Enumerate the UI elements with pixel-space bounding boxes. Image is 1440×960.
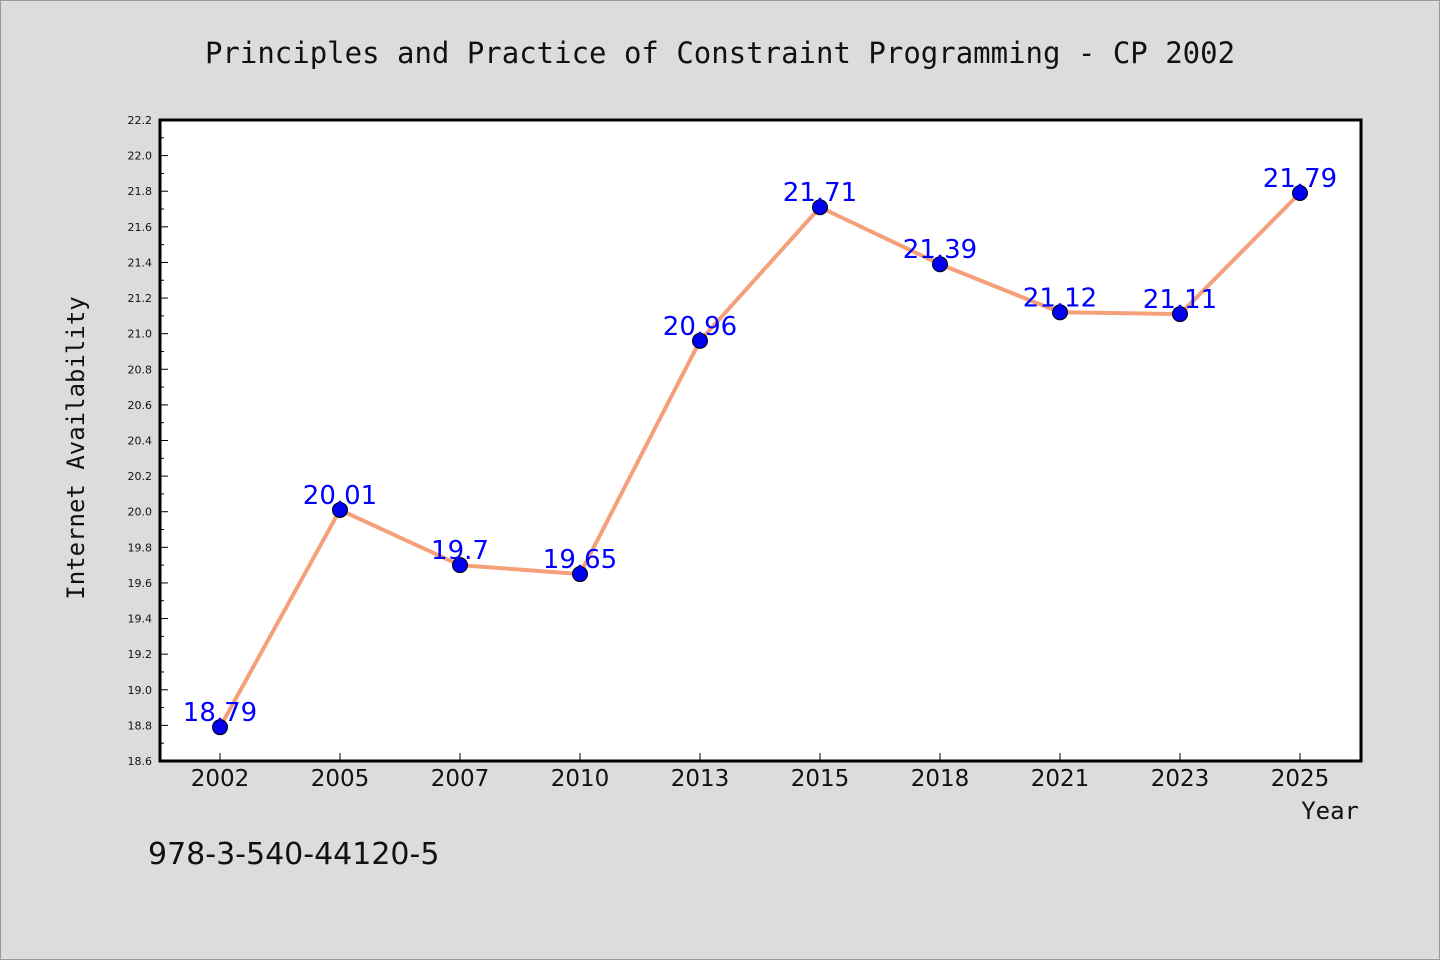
- x-tick-label: 2013: [671, 766, 730, 792]
- y-tick-label: 20.6: [128, 399, 153, 412]
- y-tick-label: 21.0: [128, 328, 153, 341]
- chart-title: Principles and Practice of Constraint Pr…: [205, 36, 1235, 70]
- data-point-marker: [452, 557, 468, 574]
- x-tick-label: 2021: [1031, 766, 1090, 792]
- y-tick-label: 20.8: [128, 363, 153, 376]
- data-point-label: 18.79: [183, 698, 257, 728]
- data-point-label: 19.7: [431, 536, 489, 566]
- data-point-label: 21.71: [783, 178, 857, 208]
- y-tick-label: 19.0: [128, 684, 153, 697]
- plot-area: [158, 118, 1363, 763]
- x-tick-label: 2007: [431, 766, 490, 792]
- x-tick-label: 2010: [551, 766, 610, 792]
- y-tick-label: 20.0: [128, 506, 153, 519]
- data-point-marker: [812, 199, 828, 216]
- data-point-label: 20.96: [663, 312, 737, 342]
- data-point-marker: [332, 501, 348, 518]
- x-tick-label: 2005: [311, 766, 370, 792]
- x-tick-label: 2002: [191, 766, 250, 792]
- y-tick-label: 21.4: [128, 256, 153, 269]
- y-tick-label: 19.8: [128, 541, 153, 554]
- y-tick-label: 22.0: [128, 150, 153, 163]
- data-point-marker: [1172, 306, 1188, 323]
- data-point-label: 21.11: [1143, 285, 1217, 315]
- data-point-marker: [1292, 185, 1308, 202]
- x-tick-label: 2025: [1271, 766, 1330, 792]
- data-point-marker: [932, 256, 948, 273]
- data-point-marker: [1052, 304, 1068, 321]
- x-axis: 2002 2005 2007 2010 2013 2015 2018 2021 2023 2025: [191, 753, 1330, 792]
- series-line-group: 18.79 20.01 19.7 19.65 20.96 21.71 21.39 21.12 2…: [183, 164, 1337, 736]
- data-point-label: 21.39: [903, 235, 977, 265]
- y-tick-label: 20.4: [128, 435, 153, 448]
- x-tick-label: 2015: [791, 766, 850, 792]
- isbn-code: 978-3-540-44120-5: [148, 837, 439, 872]
- y-axis: 18.6 18.8 19.0 19.2 19.4 19.6 19.8 20.0 20.2 20.4…: [128, 114, 168, 768]
- y-tick-label: 21.6: [128, 221, 153, 234]
- y-tick-label: 21.8: [128, 185, 153, 198]
- x-tick-label: 2018: [911, 766, 970, 792]
- data-point-marker: [212, 719, 228, 736]
- y-tick-label: 21.2: [128, 292, 153, 305]
- y-tick-label: 22.2: [128, 114, 153, 127]
- data-point-label: 19.65: [543, 545, 617, 575]
- data-point-marker: [692, 332, 708, 349]
- y-tick-label: 20.2: [128, 470, 153, 483]
- x-axis-label: Year: [1301, 797, 1359, 825]
- data-point-marker: [572, 566, 588, 583]
- data-point-label: 21.79: [1263, 164, 1337, 194]
- y-tick-label: 19.2: [128, 648, 153, 661]
- y-tick-label: 19.6: [128, 577, 153, 590]
- y-tick-label: 18.8: [128, 719, 153, 732]
- x-tick-label: 2023: [1151, 766, 1210, 792]
- series-line: [218, 191, 1302, 730]
- y-axis-label: Internet Availability: [62, 296, 90, 599]
- y-tick-label: 18.6: [128, 755, 153, 768]
- data-point-label: 20.01: [303, 481, 377, 511]
- data-point-label: 21.12: [1023, 283, 1097, 313]
- y-tick-label: 19.4: [128, 613, 153, 626]
